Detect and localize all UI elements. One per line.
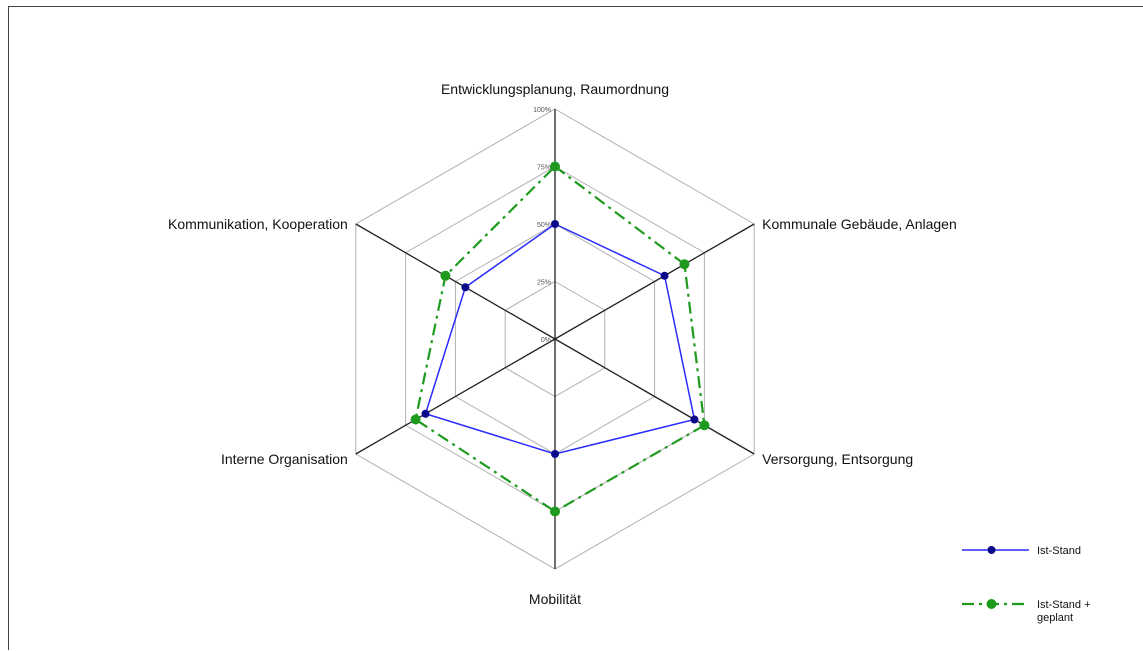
data-point — [410, 414, 421, 425]
axis-label: Kommunikation, Kooperation — [168, 216, 348, 232]
tick-label: 100% — [533, 107, 551, 114]
series-0 — [421, 220, 699, 458]
radar-tick-labels: 0% 25% 50% 75% 100% — [533, 107, 551, 344]
legend-label: Ist-Stand — [1037, 545, 1081, 557]
legend-item-0: Ist-Stand — [962, 545, 1081, 557]
axis-spoke-1 — [554, 223, 755, 340]
tick-label: 25% — [537, 280, 551, 287]
radar-chart: 0% 25% 50% 75% 100% Entwicklungsplanung, Rau… — [168, 81, 1091, 624]
legend: Ist-Stand Ist-Stand + geplant — [962, 545, 1091, 624]
data-point — [550, 161, 560, 172]
radar-series — [410, 161, 710, 517]
data-point — [421, 409, 430, 418]
legend-marker — [986, 599, 997, 609]
axis-spoke-5 — [355, 223, 556, 340]
legend-label: Ist-Stand + geplant — [1037, 599, 1091, 624]
data-point — [551, 220, 559, 228]
data-point — [660, 271, 669, 280]
chart-frame: 0% 25% 50% 75% 100% Entwicklungsplanung, Rau… — [8, 6, 1143, 650]
tick-label: 0% — [541, 337, 551, 344]
data-point — [551, 450, 559, 458]
tick-label: 50% — [537, 222, 551, 229]
data-point — [679, 259, 690, 270]
data-point — [461, 283, 470, 292]
legend-item-1: Ist-Stand + geplant — [962, 599, 1091, 624]
axis-label: Interne Organisation — [221, 451, 348, 467]
axis-label: Kommunale Gebäude, Anlagen — [762, 216, 957, 232]
axis-spoke-4 — [355, 338, 556, 455]
series-1 — [410, 161, 710, 517]
axis-spoke-2 — [554, 338, 755, 455]
data-point — [690, 415, 699, 424]
radar-axis-labels: Entwicklungsplanung, Raumordnung Kommunal… — [168, 81, 957, 607]
legend-marker — [987, 546, 996, 554]
axis-label: Mobilität — [529, 591, 581, 607]
series-line — [414, 165, 706, 513]
axis-label: Entwicklungsplanung, Raumordnung — [441, 81, 669, 97]
axis-label: Versorgung, Entsorgung — [762, 451, 913, 467]
data-point — [550, 506, 560, 517]
radar-axes — [355, 109, 755, 569]
data-point — [699, 420, 710, 431]
tick-label: 75% — [537, 165, 551, 172]
data-point — [440, 270, 451, 281]
